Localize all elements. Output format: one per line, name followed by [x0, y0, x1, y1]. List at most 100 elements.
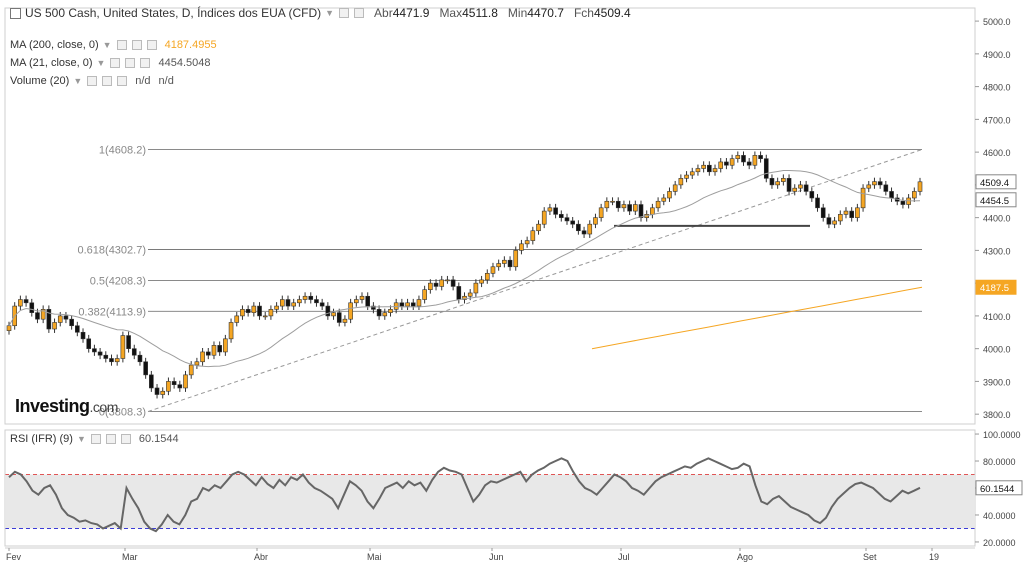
candle — [792, 187, 798, 192]
x-tick-label: Fev — [6, 552, 22, 562]
candle — [849, 210, 854, 218]
close-icon[interactable] — [120, 434, 131, 444]
candle — [912, 191, 917, 199]
y-tick-label: 4900.0 — [983, 50, 1011, 60]
candle — [405, 302, 410, 307]
candle — [166, 381, 171, 392]
candle — [610, 200, 615, 203]
rsi-label: RSI (IFR) (9) — [10, 433, 73, 445]
candle — [587, 223, 593, 235]
candle — [855, 207, 860, 218]
candle — [803, 184, 809, 192]
visibility-icon[interactable] — [102, 76, 113, 86]
candle — [285, 299, 291, 307]
candle — [120, 335, 126, 359]
candle — [109, 358, 114, 363]
candle — [689, 171, 695, 176]
price-tag-label: 4509.4 — [980, 178, 1009, 189]
candle — [513, 250, 519, 268]
x-tick-label: Mai — [367, 552, 382, 562]
candle — [302, 295, 308, 300]
candle — [712, 168, 718, 173]
high-value: 4511.8 — [462, 6, 498, 20]
candle — [541, 210, 547, 225]
candle — [297, 299, 302, 304]
candle — [507, 259, 513, 268]
candle — [325, 305, 331, 317]
settings-icon[interactable] — [90, 434, 101, 444]
candle — [718, 161, 724, 169]
candle — [97, 351, 103, 356]
candle — [479, 279, 484, 284]
visibility-icon[interactable] — [125, 58, 136, 68]
chevron-down-icon[interactable]: ▼ — [73, 76, 83, 86]
candle — [137, 354, 143, 363]
candle — [872, 181, 877, 186]
visibility-icon[interactable] — [354, 8, 365, 18]
candle — [564, 217, 570, 222]
candle — [746, 161, 752, 166]
candle — [638, 204, 644, 218]
candle — [69, 318, 74, 327]
price-tag — [975, 192, 1017, 208]
settings-icon[interactable] — [110, 58, 121, 68]
ma21-value: 4454.5048 — [158, 57, 211, 69]
candle — [46, 309, 52, 330]
candle — [701, 164, 706, 169]
candle — [581, 230, 587, 235]
candle — [786, 178, 792, 192]
price-tag — [975, 174, 1017, 190]
candle — [86, 338, 92, 349]
visibility-icon[interactable] — [131, 40, 142, 50]
chevron-down-icon[interactable]: ▼ — [102, 40, 112, 50]
chevron-down-icon[interactable]: ▼ — [96, 58, 106, 68]
candle — [593, 217, 598, 225]
close-icon[interactable] — [140, 58, 151, 68]
candle — [781, 178, 786, 182]
candle — [576, 223, 581, 232]
candle — [519, 243, 524, 251]
candle — [223, 338, 228, 353]
x-tick-label: Jul — [618, 552, 630, 562]
candle — [183, 374, 188, 389]
candle — [23, 299, 29, 304]
close-icon[interactable] — [117, 76, 128, 86]
collapse-icon[interactable] — [10, 7, 21, 19]
candle — [467, 292, 473, 297]
settings-icon[interactable] — [87, 76, 98, 86]
candle — [439, 279, 445, 287]
candle — [661, 197, 667, 202]
candle — [240, 309, 245, 317]
chevron-down-icon[interactable]: ▼ — [325, 8, 335, 18]
x-tick-label: Mar — [122, 552, 138, 562]
candle — [530, 230, 536, 241]
visibility-icon[interactable] — [105, 434, 116, 444]
open-label: Abr — [374, 6, 393, 20]
axes: 3800.03900.04000.04100.04200.04300.04400… — [4, 7, 1023, 562]
candle — [763, 158, 769, 179]
settings-icon[interactable] — [339, 8, 350, 18]
candle — [484, 273, 490, 281]
x-tick-label: 19 — [929, 552, 939, 562]
candle — [217, 345, 222, 353]
close-icon[interactable] — [146, 40, 157, 50]
candle — [604, 200, 610, 209]
price-frame — [4, 7, 976, 425]
volume-value-1: n/d — [135, 75, 151, 87]
trendline — [147, 149, 923, 413]
ma21-label: MA (21, close, 0) — [10, 57, 93, 69]
settings-icon[interactable] — [116, 40, 127, 50]
candle — [735, 155, 741, 159]
candle — [655, 200, 661, 209]
candle — [729, 158, 735, 166]
candle — [684, 174, 689, 179]
candle — [490, 266, 496, 274]
chevron-down-icon[interactable]: ▼ — [76, 434, 86, 444]
candle — [877, 181, 883, 186]
y-tick-label: 4700.0 — [983, 115, 1011, 125]
ma21-line — [8, 170, 921, 368]
y-tick-label: 5000.0 — [983, 17, 1011, 27]
candle — [126, 335, 131, 349]
candle — [75, 325, 80, 333]
candle — [428, 282, 433, 291]
